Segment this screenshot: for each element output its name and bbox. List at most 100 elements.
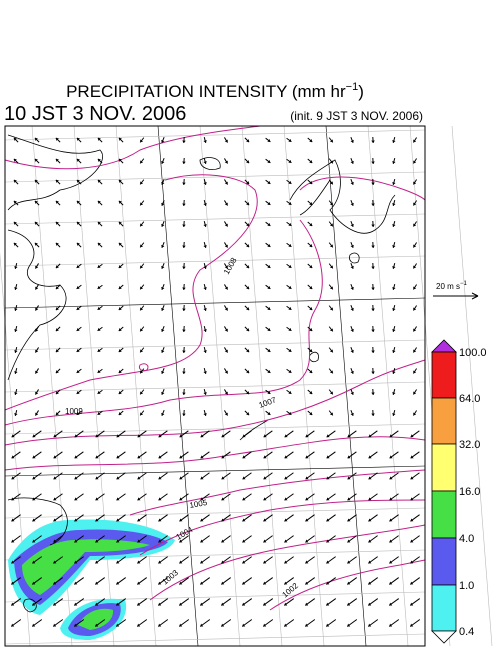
wind-head: [11, 476, 15, 480]
wind-arrow: [347, 535, 357, 543]
wind-arrow: [367, 619, 379, 627]
wind-arrow: [307, 389, 313, 395]
wind-arrow: [326, 535, 336, 543]
wind-head: [76, 390, 80, 394]
wind-arrow: [244, 389, 250, 395]
wind-arrow: [305, 535, 315, 543]
wind-head: [263, 602, 267, 606]
wind-head: [161, 202, 165, 206]
wind-head: [309, 286, 313, 289]
wind-head: [221, 602, 225, 606]
wind-head: [118, 412, 122, 415]
wind-head: [137, 539, 141, 543]
wind-head: [224, 139, 228, 143]
wind-arrow: [350, 263, 354, 269]
wind-arrow: [263, 472, 273, 480]
wind-head: [389, 560, 393, 564]
wind-head: [13, 158, 17, 162]
wind-head: [13, 179, 17, 183]
wind-head: [203, 266, 207, 269]
wind-arrow: [52, 598, 64, 606]
wind-head: [305, 455, 309, 459]
wind-arrow: [412, 263, 418, 269]
wind-arrow: [161, 326, 165, 332]
wind-arrow: [35, 389, 39, 395]
wind-arrow: [139, 263, 145, 269]
wind-arrow: [95, 556, 105, 564]
wind-arrow: [55, 347, 61, 353]
wind-arrow: [200, 430, 210, 438]
wind-head: [350, 223, 354, 227]
wind-arrow: [13, 158, 19, 164]
colorbar-label: 32.0: [459, 439, 480, 451]
wind-arrow: [371, 178, 375, 186]
wind-head: [158, 539, 162, 543]
wind-arrow: [55, 158, 61, 164]
wind-head: [267, 243, 271, 247]
wind-arrow: [244, 368, 250, 374]
wind-arrow: [244, 137, 250, 143]
wind-head: [410, 602, 414, 606]
wind-head: [371, 266, 375, 269]
wind-arrow: [11, 430, 21, 438]
wind-arrow: [203, 346, 207, 354]
wind-arrow: [76, 221, 82, 227]
wind-head: [95, 455, 99, 459]
wind-head: [95, 560, 99, 564]
title-exponent: −1: [346, 81, 359, 93]
wind-arrow: [97, 137, 103, 143]
wind-head: [221, 623, 225, 627]
wind-arrow: [182, 304, 186, 312]
wind-arrow: [116, 430, 126, 438]
wind-head: [55, 221, 59, 225]
wind-head: [53, 623, 57, 627]
wind-arrow: [182, 199, 186, 207]
wind-arrow: [118, 137, 124, 143]
wind-head: [161, 370, 165, 374]
wind-arrow: [305, 514, 315, 522]
wind-head: [288, 222, 292, 226]
wind-head: [392, 203, 396, 206]
coast: [299, 179, 331, 216]
wind-head: [326, 518, 330, 522]
wind-arrow: [118, 410, 124, 416]
wind-head: [200, 455, 204, 459]
wind-arrow: [97, 200, 103, 206]
wind-head: [410, 497, 414, 501]
wind-arrow: [412, 347, 418, 353]
wind-arrow: [118, 242, 124, 248]
precip-green: [22, 539, 150, 595]
wind-head: [347, 518, 351, 522]
wind-arrow: [76, 242, 82, 248]
wind-head: [305, 623, 309, 627]
wind-arrow: [73, 577, 85, 585]
wind-head: [242, 560, 246, 564]
wind-arrow: [203, 262, 207, 270]
wind-arrow: [305, 430, 315, 438]
wind-head: [288, 264, 292, 268]
wind-arrow: [74, 493, 84, 501]
wind-arrow: [368, 535, 378, 543]
wind-head: [309, 349, 313, 352]
wind-head: [182, 287, 186, 290]
wind-head: [55, 307, 59, 311]
wind-arrow: [11, 556, 21, 564]
wind-head: [242, 518, 246, 522]
wind-head: [14, 329, 18, 332]
wind-head: [161, 160, 165, 164]
wind-head: [95, 602, 99, 606]
wind-arrow: [307, 221, 313, 227]
wind-arrow: [392, 325, 396, 333]
parallel: [4, 171, 426, 183]
wind-head: [161, 307, 165, 311]
wind-head: [267, 222, 271, 226]
wind-head: [392, 350, 396, 353]
wind-head: [221, 434, 225, 438]
wind-head: [34, 137, 38, 141]
wind-arrow: [161, 158, 165, 164]
wind-scale-text: 20 m s: [436, 282, 460, 291]
wind-arrow: [95, 472, 105, 480]
wind-head: [32, 434, 36, 438]
wind-head: [32, 539, 36, 543]
wind-arrow: [263, 514, 273, 522]
